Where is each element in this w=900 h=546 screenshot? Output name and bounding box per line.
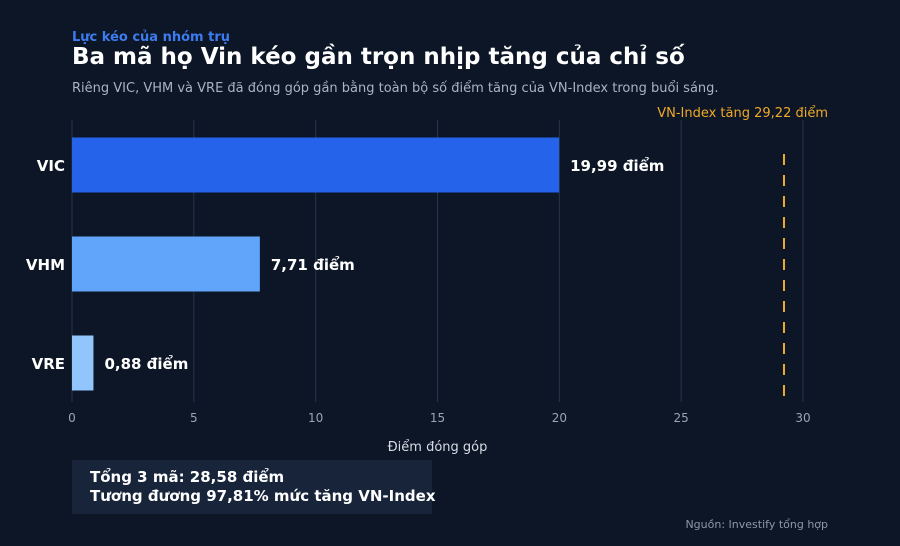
bar-vic xyxy=(72,137,560,193)
x-tick-label-30: 30 xyxy=(795,411,810,425)
source-note: Nguồn: Investify tổng hợp xyxy=(685,518,828,531)
chart-kicker: Lực kéo của nhóm trụ xyxy=(72,30,230,45)
x-tick-label-10: 10 xyxy=(308,411,323,425)
x-tick-label-20: 20 xyxy=(552,411,567,425)
summary-percentage: Tương đương 97,81% mức tăng VN-Index xyxy=(90,487,436,505)
summary-box: Tổng 3 mã: 28,58 điểm Tương đương 97,81%… xyxy=(72,460,436,514)
category-label-vhm: VHM xyxy=(26,256,65,274)
x-tick-label-0: 0 xyxy=(68,411,76,425)
data-label-vre: 0,88 điểm xyxy=(104,354,188,373)
chart-title: Ba mã họ Vin kéo gần trọn nhịp tăng của … xyxy=(72,44,685,70)
category-label-vic: VIC xyxy=(37,157,65,175)
x-tick-label-5: 5 xyxy=(190,411,198,425)
chart-subtitle: Riêng VIC, VHM và VRE đã đóng góp gần bằ… xyxy=(72,81,719,96)
x-tick-label-15: 15 xyxy=(430,411,445,425)
x-tick-label-25: 25 xyxy=(674,411,689,425)
data-label-vhm: 7,71 điểm xyxy=(271,255,355,274)
reference-line-label: VN-Index tăng 29,22 điểm xyxy=(657,106,828,121)
x-axis-label: Điểm đóng góp xyxy=(388,440,488,455)
category-label-vre: VRE xyxy=(32,355,65,373)
bar-vre xyxy=(72,335,94,391)
summary-total: Tổng 3 mã: 28,58 điểm xyxy=(90,468,285,486)
bar-vhm xyxy=(72,236,260,292)
data-label-vic: 19,99 điểm xyxy=(570,156,664,175)
